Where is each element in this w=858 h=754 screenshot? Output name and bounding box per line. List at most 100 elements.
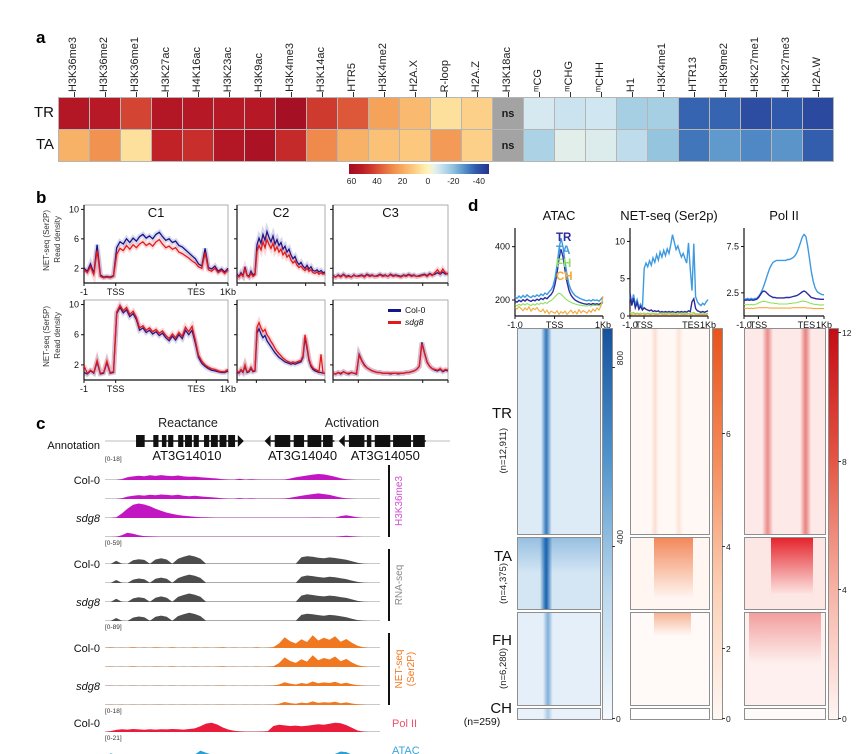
series-col0: [83, 231, 229, 278]
column-label-holder: H3K27me1: [749, 16, 763, 92]
track-signal: [105, 532, 380, 537]
row-label-ta: TA: [35, 136, 54, 153]
d-title-netseq: NET-seq (Ser2p): [620, 208, 718, 223]
heatmap-column-label: H2A.Z: [470, 60, 482, 92]
heatmap-cell: [524, 130, 554, 161]
track-signal: [105, 701, 380, 705]
exon-box: [136, 435, 145, 447]
legend-label: sdg8: [405, 317, 424, 327]
svg-text:2: 2: [74, 360, 79, 370]
svg-text:-1: -1: [80, 384, 88, 394]
heatmap-cell: [369, 98, 399, 129]
svg-text:TES: TES: [682, 320, 700, 330]
svg-text:C1: C1: [148, 205, 165, 220]
track-row-label: sdg8: [76, 597, 100, 609]
series-sdg8: [83, 238, 229, 279]
exon-box: [153, 435, 159, 447]
d-colorbar-tick: [838, 460, 841, 462]
b-row2-ylabel-line1: NET-seq (Ser5P): [42, 306, 51, 367]
heatmap-cell: [679, 98, 709, 129]
colorbar-tick-label: 0: [425, 176, 431, 186]
column-label-holder: H1: [625, 16, 639, 92]
track-signal: [105, 612, 380, 621]
series-col0: [236, 229, 326, 278]
b-row1-ylabel-line2: Read density: [53, 216, 62, 263]
coverage-track: [105, 503, 380, 518]
d-colorbar-tick: [612, 718, 615, 719]
d-colorbar-tick: [722, 647, 725, 649]
column-tick: [756, 92, 757, 97]
exon-box: [161, 435, 167, 447]
heatmap-column-label: H3K27me3: [780, 36, 792, 92]
column-tick: [725, 92, 726, 97]
d-colorbar-tick-label: 400: [615, 530, 625, 549]
heatmap-column-label: H3K9me2: [718, 43, 730, 92]
metagene-plot-r2c2: [234, 299, 326, 383]
heatmap-cell: ns: [493, 130, 523, 161]
heatmap-cell: [431, 130, 461, 161]
d-colorbar-tick: [722, 718, 725, 719]
svg-text:TSS: TSS: [107, 384, 125, 394]
metagene-plot-r2c3: [330, 299, 449, 383]
d-colorbar-tick-label: 0: [842, 714, 847, 724]
legend-swatch: [388, 320, 401, 324]
panel-b-label: b: [36, 188, 47, 207]
heatmap-cell: [524, 98, 554, 129]
series-FH: [743, 300, 824, 306]
heatmap-cell: [307, 130, 337, 161]
strand-arrow: [338, 435, 345, 447]
series-sdg8: [236, 237, 326, 279]
column-label-holder: H3K9me2: [718, 16, 732, 92]
column-label-holder: R-loop: [439, 16, 453, 92]
d-colorbar-atac: [602, 328, 613, 720]
heatmap-column-label: ᵐCG: [532, 69, 544, 92]
heatmap-cell: [741, 98, 771, 129]
d-colorbar-tick: [838, 718, 841, 719]
track-row-label: Col-0: [73, 643, 100, 655]
heatmap-column-label: H3K36me1: [129, 36, 141, 92]
exon-box: [219, 435, 227, 447]
track-range-tag: [0-18]: [105, 708, 122, 715]
heatmap-cell: [152, 130, 182, 161]
d-colorbar-pol: [828, 328, 839, 720]
d-heatmap-block-net: [630, 612, 710, 706]
series-sdg8: [332, 267, 449, 278]
d-colorbar-tick-label: 4: [726, 542, 731, 553]
svg-text:1Kb: 1Kb: [220, 384, 236, 394]
column-label-holder: H3K14ac: [315, 16, 329, 92]
d-colorbar-tick-label: 12: [842, 327, 852, 338]
svg-text:1Kb: 1Kb: [700, 320, 716, 330]
heatmap-cell: [679, 130, 709, 161]
svg-text:10: 10: [69, 204, 79, 214]
heatmap-column-label: HTR13: [687, 57, 699, 92]
column-label-holder: H3K36me2: [98, 16, 112, 92]
d-colorbar-tick: [612, 546, 615, 548]
column-tick: [105, 92, 106, 97]
track-range-tag: [0-59]: [105, 540, 122, 547]
b-row1-ylabel-line1: NET-seq (Ser2P): [42, 210, 51, 271]
svg-text:TSS: TSS: [546, 320, 564, 330]
heatmap-column-label: H3K9ac: [253, 52, 265, 92]
column-label-holder: H3K9ac: [253, 16, 267, 92]
coverage-track: [105, 612, 380, 621]
track-signal: [105, 474, 380, 480]
track-row-label: Col-0: [73, 717, 100, 730]
series-TR: [629, 292, 709, 314]
b-row2-ylabel-line2: Read density: [53, 312, 62, 359]
d-colorbar-net: [712, 328, 723, 720]
coverage-track: [105, 681, 380, 686]
heatmap-cell: [121, 98, 151, 129]
row-label-tr: TR: [34, 104, 54, 121]
d-heatmap-block-pol: [744, 612, 826, 706]
legend-entry: Col-0: [388, 304, 425, 316]
heatmap-cell: [152, 98, 182, 129]
reactance-header: Reactance: [158, 416, 218, 430]
gene-annotation: AT3G14010 AT3G14040 AT3G14050: [105, 435, 450, 463]
track-signal: [105, 493, 380, 499]
exon-box: [323, 435, 333, 447]
track-row-label: sdg8: [76, 681, 100, 693]
gene-name: AT3G14050: [351, 448, 420, 463]
column-tick: [601, 92, 602, 97]
panel-d-label: d: [468, 196, 479, 215]
